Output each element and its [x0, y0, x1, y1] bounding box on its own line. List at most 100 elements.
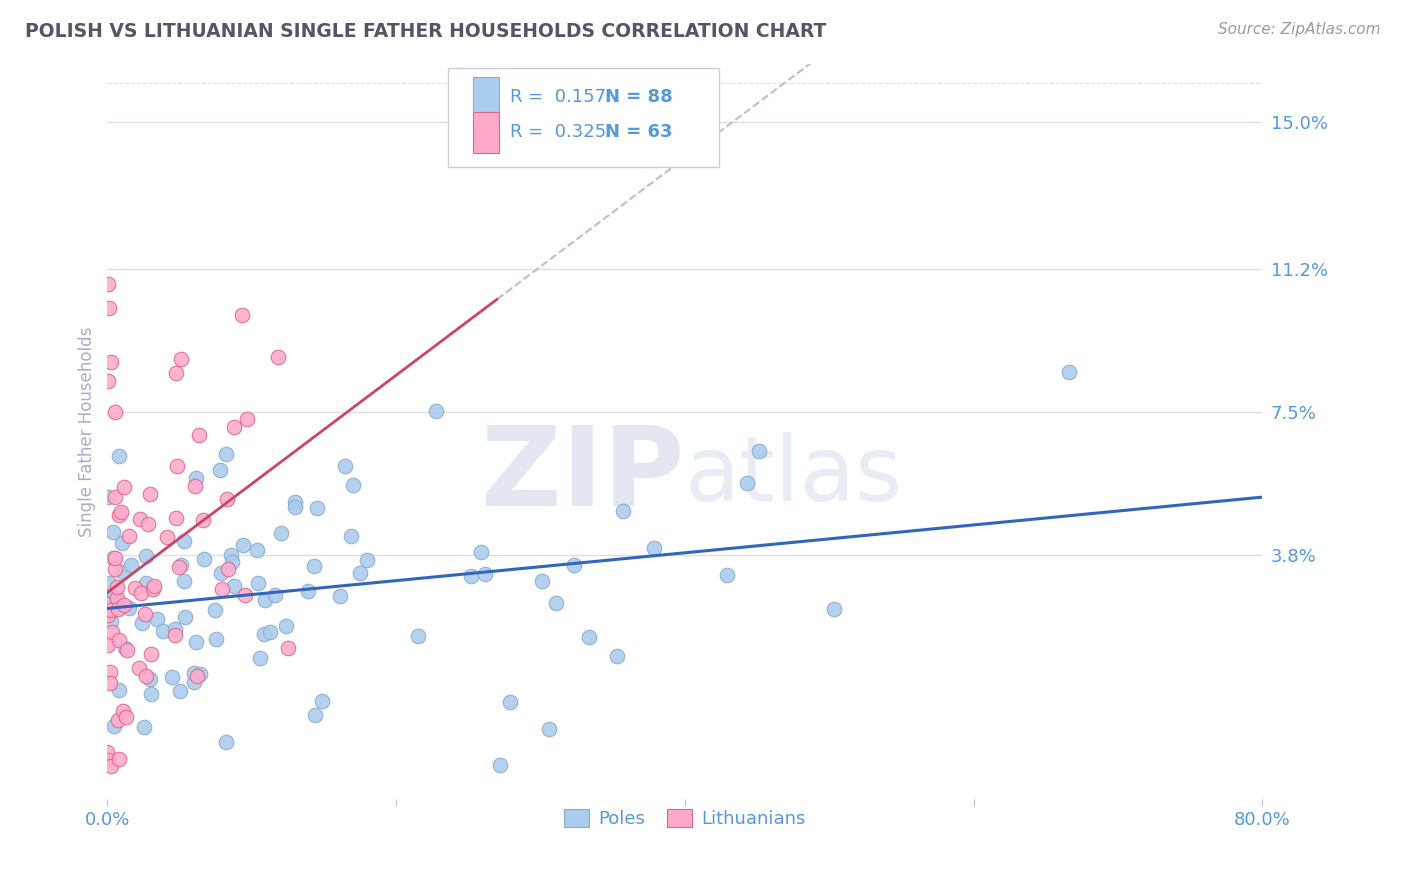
Text: N = 63: N = 63: [605, 123, 672, 142]
Point: [232, 538, 254, 552]
Point: [98, 665, 121, 680]
Point: [97, 753, 120, 767]
Point: [115, 642, 138, 657]
Point: [564, 558, 586, 572]
Text: R =  0.157: R = 0.157: [510, 88, 606, 106]
Point: [107, 602, 129, 616]
Point: [100, 602, 122, 616]
Point: [104, 405, 127, 419]
FancyBboxPatch shape: [474, 77, 499, 118]
Point: [124, 582, 146, 596]
Point: [297, 583, 319, 598]
Point: [105, 591, 128, 606]
Point: [98, 675, 121, 690]
Point: [186, 669, 208, 683]
Point: [205, 632, 228, 646]
Text: N = 88: N = 88: [605, 88, 673, 106]
Point: [349, 566, 371, 580]
Point: [186, 635, 208, 649]
FancyBboxPatch shape: [474, 112, 499, 153]
Point: [193, 552, 215, 566]
Point: [166, 458, 188, 473]
Point: [152, 624, 174, 638]
Text: Source: ZipAtlas.com: Source: ZipAtlas.com: [1218, 22, 1381, 37]
Point: [131, 615, 153, 630]
Point: [97, 607, 120, 622]
Point: [139, 672, 162, 686]
Point: [531, 574, 554, 588]
Point: [311, 694, 333, 708]
Point: [184, 471, 207, 485]
Point: [643, 541, 665, 555]
FancyBboxPatch shape: [449, 68, 720, 167]
Point: [111, 535, 134, 549]
Point: [134, 607, 156, 621]
Point: [118, 600, 141, 615]
Point: [112, 704, 135, 718]
Point: [335, 459, 357, 474]
Point: [114, 640, 136, 655]
Point: [538, 722, 561, 736]
Point: [578, 630, 600, 644]
Point: [276, 618, 298, 632]
Point: [737, 476, 759, 491]
Point: [329, 589, 352, 603]
Point: [107, 683, 129, 698]
Point: [98, 576, 121, 591]
Point: [215, 447, 238, 461]
Point: [474, 567, 496, 582]
Point: [142, 582, 165, 596]
Point: [129, 586, 152, 600]
Point: [406, 630, 429, 644]
Point: [139, 648, 162, 662]
Point: [97, 374, 120, 388]
Point: [748, 443, 770, 458]
Point: [112, 598, 135, 612]
Point: [193, 513, 215, 527]
Point: [208, 463, 231, 477]
Point: [305, 500, 328, 515]
Point: [108, 633, 131, 648]
Point: [108, 752, 131, 766]
Point: [120, 558, 142, 572]
Point: [222, 420, 245, 434]
Point: [135, 549, 157, 563]
Point: [104, 561, 127, 575]
Point: [170, 558, 193, 573]
Text: ZIP: ZIP: [481, 422, 685, 529]
Point: [104, 490, 127, 504]
Point: [235, 412, 257, 426]
Point: [488, 758, 510, 772]
Point: [97, 638, 120, 652]
Point: [211, 582, 233, 596]
Point: [270, 526, 292, 541]
Point: [100, 355, 122, 369]
Point: [342, 478, 364, 492]
Point: [215, 491, 238, 506]
Point: [249, 651, 271, 665]
Point: [284, 500, 307, 514]
Point: [340, 529, 363, 543]
Point: [253, 627, 276, 641]
Point: [118, 529, 141, 543]
Point: [163, 622, 186, 636]
Point: [108, 508, 131, 522]
Point: [112, 480, 135, 494]
Point: [302, 559, 325, 574]
Point: [135, 669, 157, 683]
Point: [101, 625, 124, 640]
Point: [165, 511, 187, 525]
Point: [184, 479, 207, 493]
Point: [173, 574, 195, 588]
Point: [97, 301, 120, 315]
Point: [217, 562, 239, 576]
Point: [156, 530, 179, 544]
Point: [108, 449, 131, 463]
Point: [96, 745, 118, 759]
Point: [209, 566, 232, 581]
Point: [112, 566, 135, 580]
Point: [136, 517, 159, 532]
Point: [606, 648, 628, 663]
Point: [425, 403, 447, 417]
Point: [246, 576, 269, 591]
